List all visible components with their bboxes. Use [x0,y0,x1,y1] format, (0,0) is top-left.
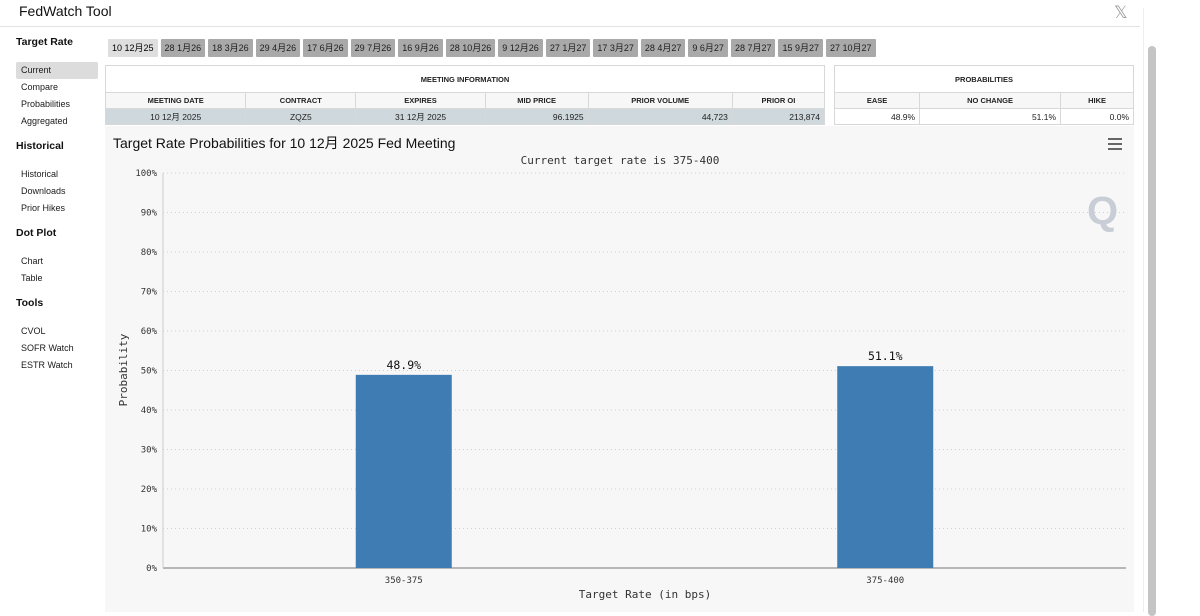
svg-text:Q: Q [1087,189,1118,233]
sidebar-item-table[interactable]: Table [21,273,43,283]
prior-volume-cell: 44,723 [587,108,733,125]
column-header: MEETING DATE [104,92,247,109]
sidebar-item-chart[interactable]: Chart [21,256,44,266]
tab-meeting-date[interactable]: 18 3月26 [208,39,253,57]
scrollbar[interactable] [1143,8,1159,616]
tab-meeting-date[interactable]: 9 12月26 [498,39,543,57]
scrollbar-thumb[interactable] [1148,46,1156,616]
bar[interactable] [355,374,452,568]
sidebar-heading-historical: Historical [16,140,64,152]
probabilities-table: PROBABILITIES EASE NO CHANGE HIKE 48.9% … [833,65,1134,125]
table-row: 48.9% 51.1% 0.0% [833,108,1134,125]
sidebar-heading-dot-plot: Dot Plot [16,227,57,239]
chart-menu-icon[interactable] [1108,138,1122,150]
column-header: NO CHANGE [919,92,1062,109]
y-tick-label: 20% [141,485,158,495]
y-tick-label: 40% [141,406,158,416]
bar[interactable] [837,366,934,568]
y-tick-label: 0% [146,564,157,574]
meeting-date-cell: 10 12月 2025 [104,108,247,125]
x-tick-label: 350-375 [385,576,423,586]
column-header: CONTRACT [245,92,357,109]
sidebar-item-sofr-watch[interactable]: SOFR Watch [21,343,74,353]
sidebar-item-cvol[interactable]: CVOL [21,326,46,336]
y-tick-label: 90% [141,209,158,219]
bar-chart: 0% 10% 20% 30% 40% 50% 60% 70% 80% 90% 100% 48.9% 35… [117,154,1126,601]
y-tick-label: 80% [141,248,158,258]
sidebar-item-estr-watch[interactable]: ESTR Watch [21,360,73,370]
tab-meeting-date[interactable]: 28 4月27 [640,39,686,57]
sidebar-item-prior-hikes[interactable]: Prior Hikes [21,203,66,213]
tab-meeting-date[interactable]: 27 1月27 [545,39,591,57]
meeting-information-heading: MEETING INFORMATION [105,65,825,93]
x-axis-label: Target Rate (in bps) [579,588,711,601]
y-tick-label: 10% [141,525,158,535]
y-tick-label: 30% [141,446,158,456]
tab-meeting-date[interactable]: 28 1月26 [160,39,206,57]
tab-meeting-date[interactable]: 29 4月26 [255,39,301,57]
sidebar-item-aggregated[interactable]: Aggregated [21,116,68,126]
sidebar: Target Rate Current Compare Probabilitie… [16,34,98,374]
contract-cell: ZQZ5 [245,108,357,125]
column-header: MID PRICE [484,92,589,109]
sidebar-heading-target-rate: Target Rate [16,36,73,48]
column-header: EXPIRES [355,92,486,109]
tab-meeting-date[interactable]: 9 6月27 [688,39,728,57]
meeting-date-tabs: 10 12月25 28 1月26 18 3月26 29 4月26 17 6月26… [108,39,879,57]
tab-meeting-date[interactable]: 27 10月27 [826,39,876,57]
data-label: 51.1% [868,349,903,363]
column-header: HIKE [1060,92,1134,109]
x-tick-label: 375-400 [866,576,904,586]
y-tick-label: 100% [135,169,157,179]
tab-meeting-date[interactable]: 29 7月26 [350,39,396,57]
sidebar-heading-tools: Tools [16,297,44,309]
sidebar-item-current[interactable]: Current [16,62,98,79]
meeting-information-table: MEETING INFORMATION MEETING DATE CONTRAC… [104,65,826,125]
column-header: PRIOR OI [731,92,826,109]
title-bar: FedWatch Tool 𝕏 [0,0,1140,27]
mid-price-cell: 96.1925 [484,108,589,125]
sidebar-item-probabilities[interactable]: Probabilities [21,99,71,109]
tab-meeting-date[interactable]: 10 12月25 [108,39,158,57]
expires-cell: 31 12月 2025 [355,108,486,125]
chart-panel: Target Rate Probabilities for 10 12月 202… [105,126,1134,612]
y-tick-label: 70% [141,288,158,298]
data-label: 48.9% [386,358,421,372]
probabilities-heading: PROBABILITIES [834,65,1134,93]
y-axis-label: Probability [117,333,130,406]
app-title: FedWatch Tool [19,3,112,19]
chart-subtitle: Current target rate is 375-400 [521,154,720,167]
column-header: PRIOR VOLUME [587,92,733,109]
ease-cell: 48.9% [833,108,921,125]
y-tick-label: 50% [141,367,158,377]
tab-meeting-date[interactable]: 17 3月27 [593,39,638,57]
q-logo-icon: Q [1087,189,1118,233]
tab-meeting-date[interactable]: 28 10月26 [445,39,496,57]
tab-meeting-date[interactable]: 15 9月27 [778,39,823,57]
no-change-cell: 51.1% [919,108,1062,125]
table-row: 10 12月 2025 ZQZ5 31 12月 2025 96.1925 44,… [104,108,826,125]
column-header: EASE [833,92,921,109]
sidebar-item-historical[interactable]: Historical [21,169,59,179]
tab-meeting-date[interactable]: 28 7月27 [730,39,776,57]
hike-cell: 0.0% [1060,108,1134,125]
prior-oi-cell: 213,874 [731,108,826,125]
chart-title: Target Rate Probabilities for 10 12月 202… [113,135,456,151]
tab-meeting-date[interactable]: 17 6月26 [303,39,348,57]
sidebar-item-downloads[interactable]: Downloads [21,186,66,196]
close-icon[interactable]: 𝕏 [1114,3,1128,22]
y-tick-label: 60% [141,327,158,337]
sidebar-item-compare[interactable]: Compare [21,82,59,92]
tab-meeting-date[interactable]: 16 9月26 [398,39,443,57]
